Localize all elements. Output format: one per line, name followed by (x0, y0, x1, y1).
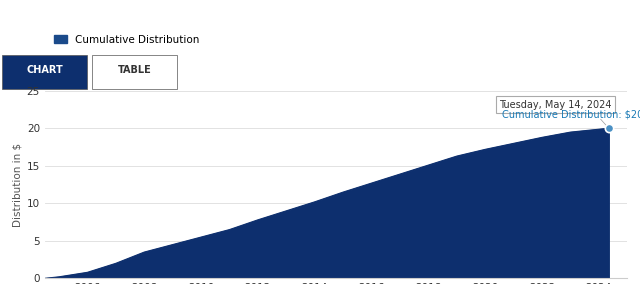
Text: Cumulative Distribution: $20.020: Cumulative Distribution: $20.020 (502, 110, 640, 120)
FancyBboxPatch shape (92, 55, 177, 89)
FancyBboxPatch shape (3, 55, 87, 89)
Text: CHART: CHART (26, 65, 63, 75)
Text: As of 3/31/24: As of 3/31/24 (551, 20, 634, 31)
Text: CUMULATIVE DISTRIBUTION HISTORY: CUMULATIVE DISTRIBUTION HISTORY (6, 19, 266, 32)
Legend: Cumulative Distribution: Cumulative Distribution (50, 30, 204, 49)
Text: Tuesday, May 14, 2024
Cumulative Distribution: $20.020: Tuesday, May 14, 2024 Cumulative Distrib… (0, 283, 1, 284)
Y-axis label: Distribution in $: Distribution in $ (13, 143, 22, 227)
Text: Tuesday, May 14, 2024: Tuesday, May 14, 2024 (499, 100, 612, 110)
Text: TABLE: TABLE (118, 65, 151, 75)
